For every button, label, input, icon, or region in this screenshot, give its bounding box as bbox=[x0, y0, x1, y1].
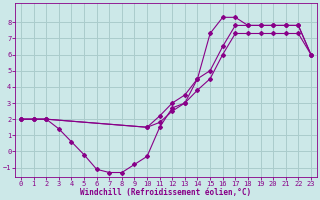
X-axis label: Windchill (Refroidissement éolien,°C): Windchill (Refroidissement éolien,°C) bbox=[80, 188, 252, 197]
